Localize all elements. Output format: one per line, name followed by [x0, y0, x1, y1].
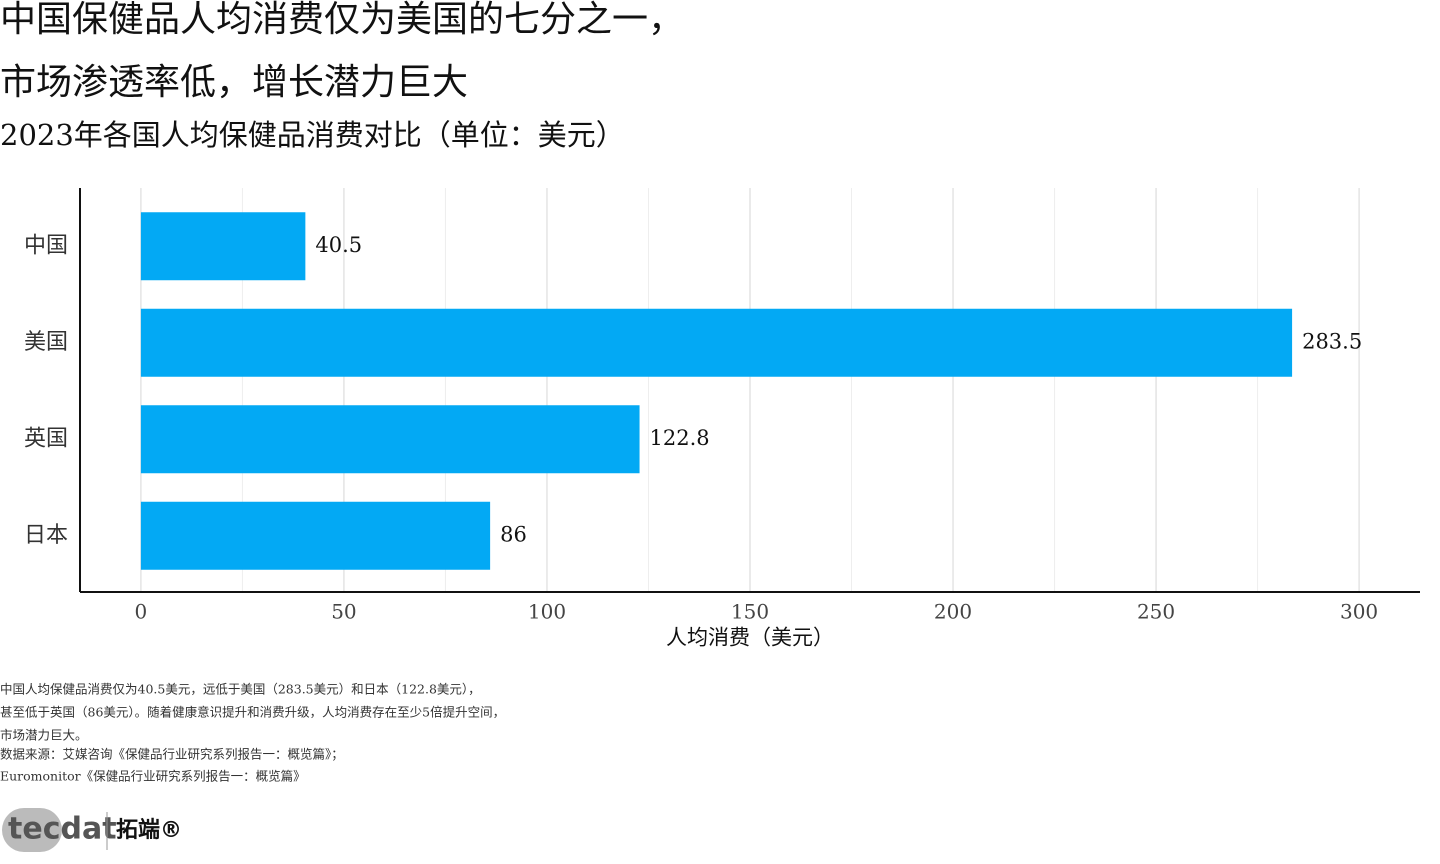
chart-title: 中国保健品人均消费仅为美国的七分之一，: [0, 0, 684, 40]
x-tick-label: 300: [1340, 600, 1378, 624]
data-label: 122.8: [650, 426, 710, 450]
note: 甚至低于英国（86美元）。随着健康意识提升和消费升级，人均消费存在至少5倍提升空…: [0, 705, 505, 720]
y-tick-label: 美国: [24, 330, 68, 355]
chart-title: 市场渗透率低，增长潜力巨大: [0, 62, 468, 103]
y-tick-label: 日本: [24, 523, 68, 548]
y-tick-label: 中国: [24, 233, 68, 258]
logo-badge: [2, 808, 62, 852]
x-tick-label: 250: [1137, 600, 1175, 624]
x-tick-label: 0: [135, 600, 148, 624]
data-label: 40.5: [315, 233, 362, 257]
logo-text-cn: 拓端®: [116, 818, 182, 843]
source: Euromonitor《保健品行业研究系列报告一：概览篇》: [0, 769, 306, 784]
x-axis-title: 人均消费（美元）: [666, 626, 834, 650]
data-label: 86: [500, 522, 527, 546]
x-tick-label: 150: [731, 600, 769, 624]
chart-subtitle: 2023年各国人均保健品消费对比（单位：美元）: [0, 118, 625, 152]
logo-text: tecdat: [8, 812, 117, 847]
y-tick-label: 英国: [24, 426, 68, 451]
bar: [140, 501, 491, 570]
x-tick-label: 50: [331, 600, 356, 624]
x-tick-label: 200: [934, 600, 972, 624]
data-label: 283.5: [1302, 329, 1362, 353]
note: 中国人均保健品消费仅为40.5美元，远低于美国（283.5美元）和日本（122.…: [0, 682, 481, 697]
bar: [140, 308, 1293, 377]
source: 数据来源：艾媒咨询《保健品行业研究系列报告一：概览篇》；: [0, 747, 344, 762]
note: 市场潜力巨大。: [0, 728, 88, 743]
x-tick-label: 100: [528, 600, 566, 624]
bar: [140, 405, 640, 474]
bar: [140, 212, 306, 281]
